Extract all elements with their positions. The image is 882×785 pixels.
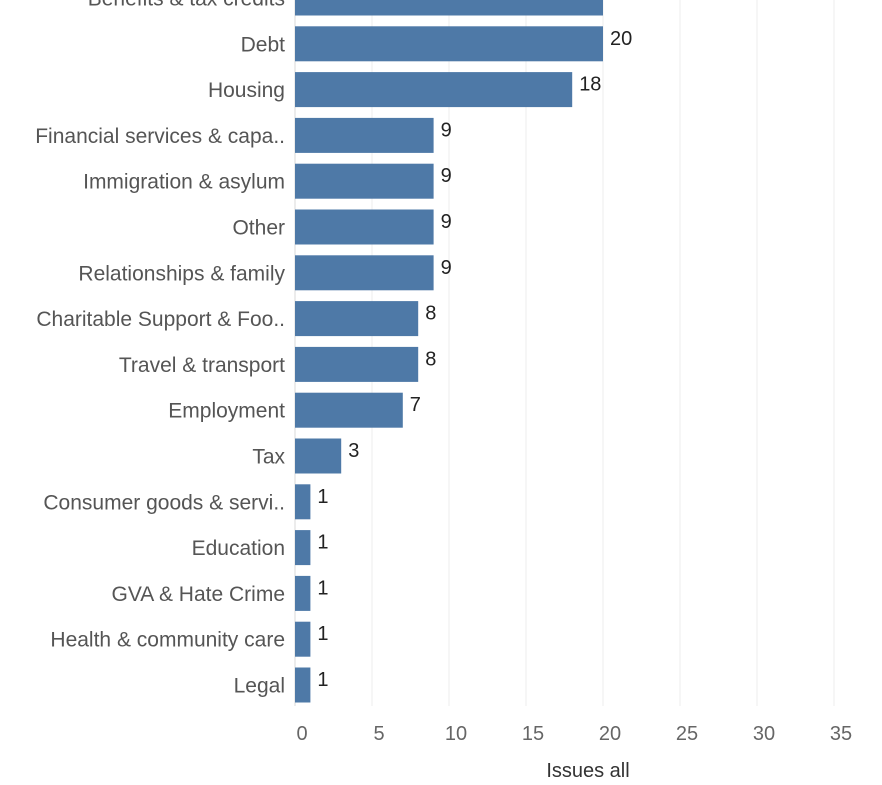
bar[interactable] [295,346,419,382]
bar[interactable] [295,163,434,199]
category-label: Consumer goods & servi.. [43,491,285,514]
bar[interactable] [295,530,311,566]
x-tick-label: 15 [522,723,544,745]
value-label: 9 [441,165,452,187]
category-label: Travel & transport [119,354,285,377]
bar[interactable] [295,575,311,611]
category-label: Debt [241,33,286,56]
bar[interactable] [295,117,434,153]
bar[interactable] [295,255,434,291]
category-label: Immigration & asylum [83,171,285,194]
x-tick-label: 5 [373,723,384,745]
category-label: Legal [234,675,285,698]
value-label: 1 [317,577,328,599]
bar[interactable] [295,0,603,16]
bar-layer [295,0,603,703]
value-label: 20 [610,0,632,4]
category-label: Housing [208,79,285,102]
x-axis: Issues all 0 5 10 15 20 25 30 35 [296,723,852,782]
x-tick-label: 25 [676,723,698,745]
category-label: Charitable Support & Foo.. [36,308,285,331]
value-label: 20 [610,28,632,50]
x-tick-label: 0 [296,723,307,745]
category-label: Relationships & family [78,262,285,285]
x-axis-title: Issues all [546,760,629,782]
value-label: 9 [441,257,452,279]
label-layer: Benefits & tax credits20Debt20Housing18F… [35,0,632,698]
bar[interactable] [295,72,573,108]
x-tick-label: 35 [830,723,852,745]
x-tick-label: 30 [753,723,775,745]
bar[interactable] [295,667,311,703]
value-label: 18 [579,74,601,96]
x-tick-label: 20 [599,723,621,745]
category-label: Benefits & tax credits [88,0,285,11]
value-label: 7 [410,394,421,416]
bar[interactable] [295,301,419,337]
category-label: Tax [252,446,285,469]
bar[interactable] [295,392,403,428]
value-label: 1 [317,623,328,645]
category-label: Health & community care [50,629,285,652]
value-label: 8 [425,303,436,325]
category-label: Other [232,217,285,240]
category-label: Employment [168,400,285,423]
bar[interactable] [295,438,342,474]
value-label: 3 [348,440,359,462]
bar[interactable] [295,209,434,245]
value-label: 1 [317,486,328,508]
value-label: 1 [317,669,328,691]
value-label: 9 [441,211,452,233]
x-tick-label: 10 [445,723,467,745]
category-label: GVA & Hate Crime [112,583,286,606]
category-label: Financial services & capa.. [35,125,285,148]
bar[interactable] [295,26,603,62]
bar[interactable] [295,621,311,657]
value-label: 9 [441,119,452,141]
value-label: 1 [317,532,328,554]
value-label: 8 [425,348,436,370]
category-label: Education [192,537,285,560]
bar[interactable] [295,484,311,520]
